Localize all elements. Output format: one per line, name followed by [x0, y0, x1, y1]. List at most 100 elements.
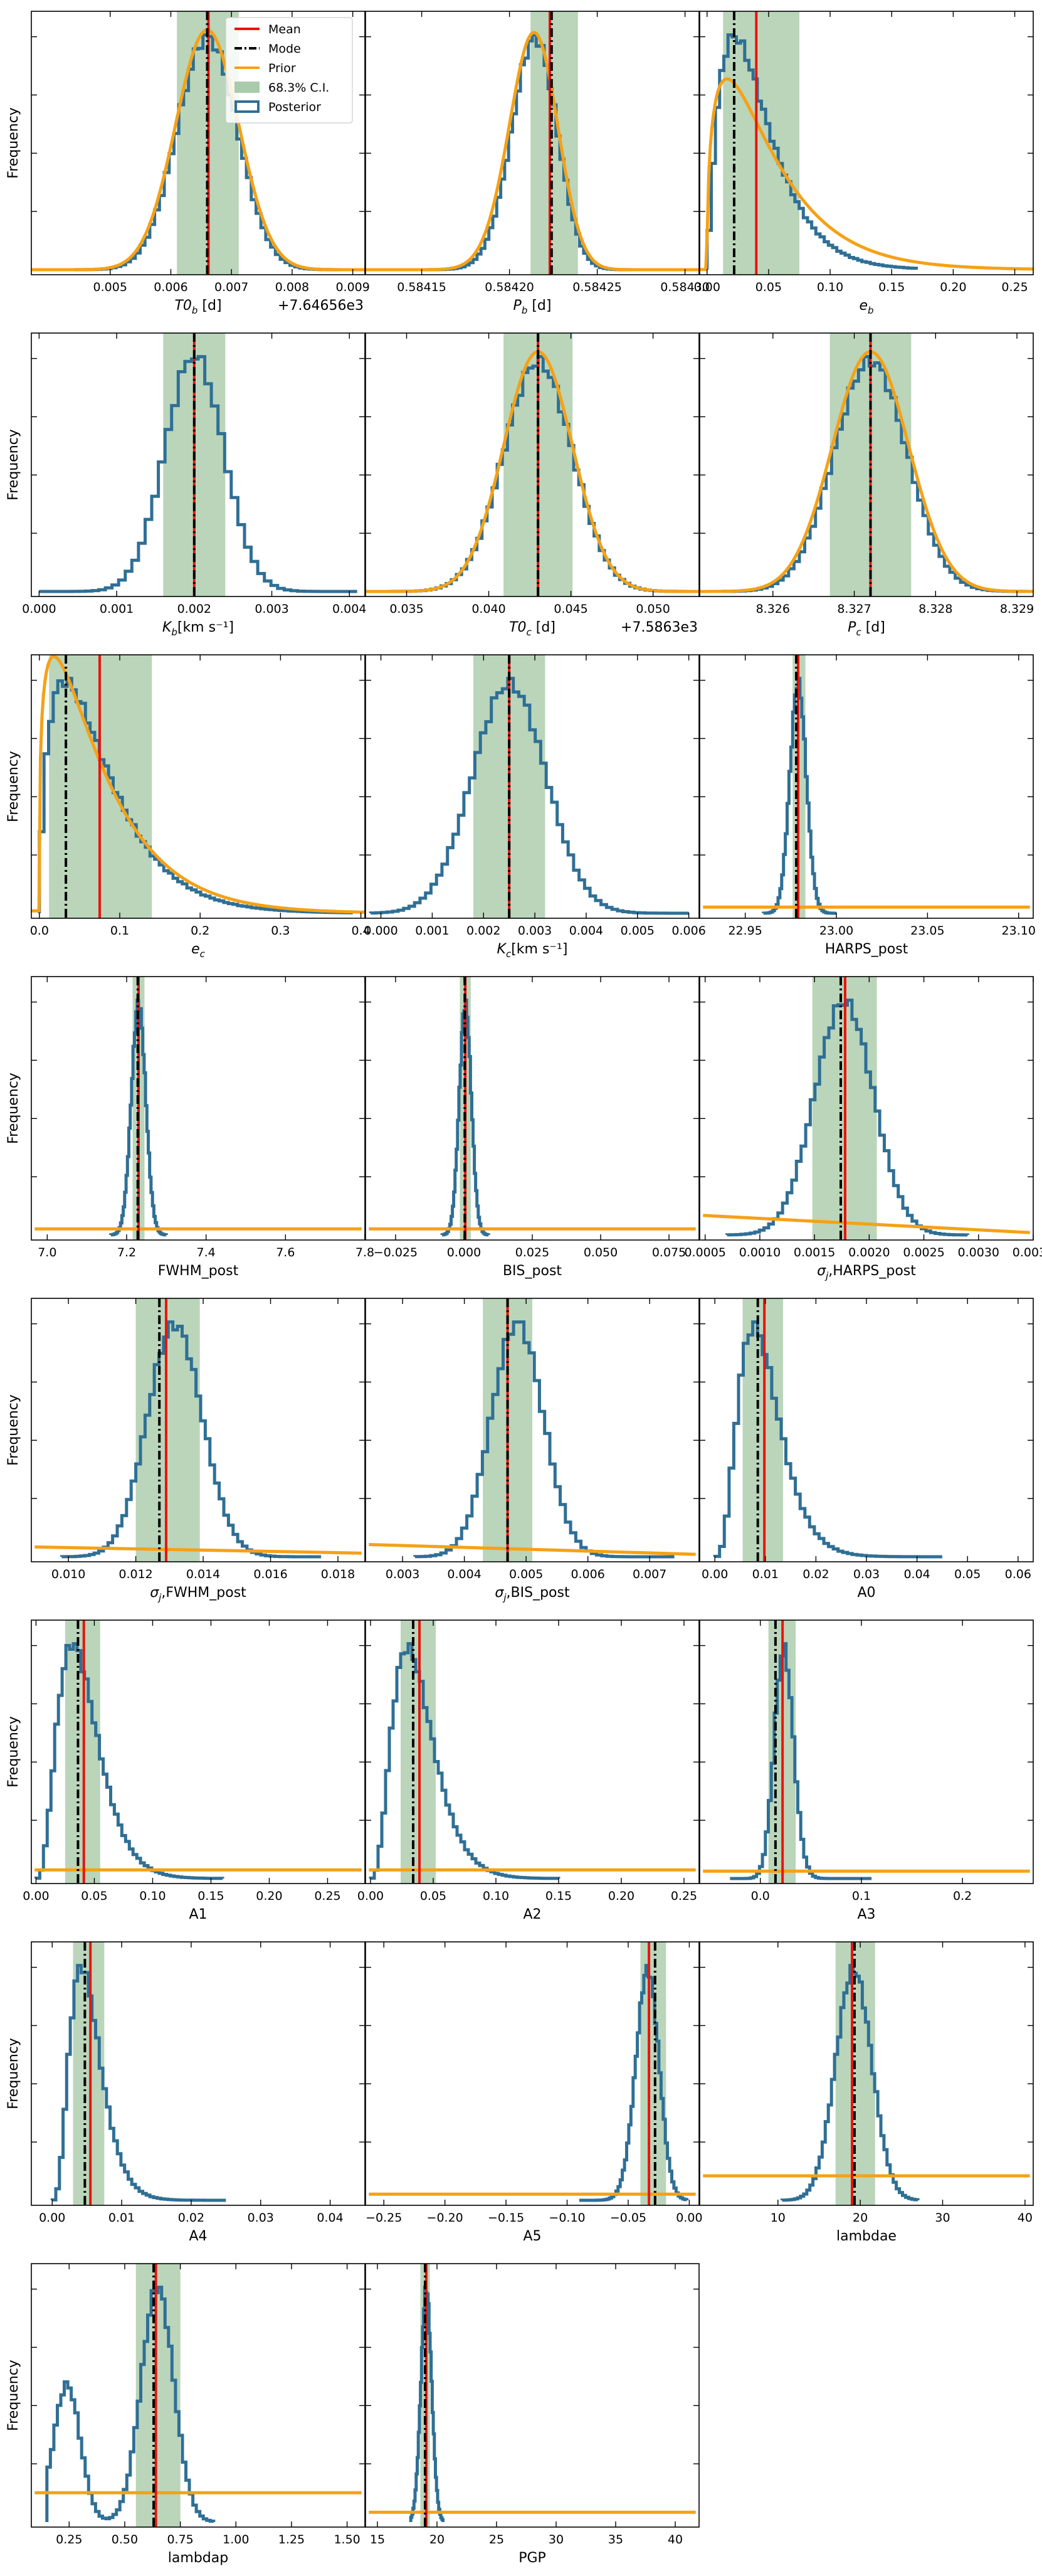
x-label-main: lambdap [168, 2550, 228, 2566]
axes-frame [31, 654, 366, 919]
x-axis-label: σj,HARPS_post [817, 1263, 916, 1281]
prior-curve [366, 350, 699, 593]
panel-A3: 0.0 0.1 0.2 A3 [699, 1619, 1034, 1922]
x-tick-label: 0.004 [332, 602, 366, 616]
x-tick-label: 0.58430 [660, 280, 710, 294]
x-label-main: K [497, 941, 507, 957]
panel-A4: 0.00 0.01 0.02 0.03 0.04 A4 Frequency [6, 1941, 366, 2244]
x-tick-label: 0.006 [671, 924, 705, 938]
y-axis-label: Frequency [6, 751, 21, 822]
axes-frame [365, 11, 700, 275]
posterior-histogram [369, 1642, 560, 1880]
axes-frame [699, 1941, 1034, 2206]
x-tick-label: 0.003 [386, 1567, 419, 1581]
posterior-histogram [705, 33, 918, 270]
x-tick-label: 0.2 [953, 1889, 972, 1903]
x-tick-label: 0.009 [335, 280, 369, 294]
x-label-main: T0 [174, 298, 191, 314]
x-label-suffix: ,FWHM_post [161, 1585, 246, 1601]
x-tick-label: 10 [771, 2211, 786, 2225]
x-axis-label: T0c [d] [509, 620, 555, 638]
x-tick-label: 0.0 [751, 1889, 770, 1903]
panel-lambdae: 10 20 30 40 lambdae [699, 1941, 1034, 2244]
prior-curve [700, 350, 1033, 593]
x-tick-label: 0.050 [584, 1246, 618, 1259]
panel-sigma_HARPS_post: 0.0005 0.0010 0.0015 0.0020 0.0025 0.0030 0.00… [684, 976, 1042, 1281]
y-axis-label: Frequency [6, 429, 21, 501]
x-tick-label: 7.8 [355, 1246, 374, 1259]
x-axis-label: Pc [d] [848, 620, 885, 638]
x-label-sub: b [868, 305, 874, 316]
x-tick-label: 0.006 [571, 1567, 604, 1581]
x-label-main: P [848, 620, 856, 635]
x-label-main: A1 [189, 1907, 207, 1922]
ci-band [530, 11, 578, 275]
x-tick-label: 0.010 [51, 1567, 85, 1581]
x-tick-label: 0.58425 [572, 280, 622, 294]
x-tick-label: 23.00 [819, 924, 853, 938]
axes-frame [365, 1941, 700, 2206]
axes-frame [31, 1619, 366, 1884]
x-tick-label: 0.05 [420, 1889, 446, 1903]
x-tick-label: 0.02 [178, 2211, 204, 2225]
x-label-main: A4 [189, 2229, 207, 2244]
panel-sigma_BIS_post: 0.003 0.004 0.005 0.006 0.007 σj,BIS_post [365, 1298, 700, 1603]
x-label-suffix: ,HARPS_post [828, 1263, 916, 1279]
ci-band [135, 2264, 181, 2527]
x-tick-label: 0.02 [803, 1567, 829, 1581]
x-tick-label: 0.2 [191, 924, 209, 938]
axes-frame [31, 2263, 366, 2528]
x-tick-label: 0.1 [110, 924, 129, 938]
posterior-histogram [579, 1964, 688, 2202]
x-axis-label: FWHM_post [158, 1263, 239, 1279]
posterior-histogram [722, 355, 1027, 593]
x-tick-label: 0.014 [186, 1567, 220, 1581]
posterior-histogram [413, 1320, 675, 1559]
x-axis-label: A4 [189, 2229, 207, 2244]
axes-frame [31, 1941, 366, 2206]
x-tick-label: 0.15 [197, 1889, 224, 1903]
posterior-histogram [39, 355, 357, 593]
x-label-main: A5 [523, 2229, 541, 2244]
x-label-main: HARPS_post [825, 941, 908, 957]
prior-curve [703, 1214, 1030, 1234]
x-tick-label: −0.20 [427, 2211, 463, 2225]
x-tick-label: 7.6 [276, 1246, 295, 1259]
x-tick-label: 0.035 [389, 602, 423, 616]
panel-BIS_post: −0.025 0.000 0.025 0.050 0.075 BIS_post [365, 976, 700, 1279]
x-label-main: FWHM_post [158, 1263, 239, 1279]
x-tick-label: 0.001 [100, 602, 134, 616]
axes-frame [31, 976, 366, 1241]
x-label-sub: j [824, 1270, 829, 1281]
x-tick-label: 25 [489, 2533, 504, 2547]
x-tick-label: 0.0035 [1013, 1246, 1042, 1259]
axes-frame [699, 332, 1034, 597]
x-label-suffix: [km s⁻¹] [177, 620, 234, 635]
x-tick-label: 0.05 [755, 280, 782, 294]
legend-swatch-3 [234, 82, 260, 93]
x-tick-label: 0.000 [22, 602, 56, 616]
x-tick-label: 0.007 [214, 280, 248, 294]
x-label-suffix: [d] [527, 298, 551, 314]
posterior-histogram [38, 677, 355, 914]
x-label-suffix: ,BIS_post [507, 1585, 570, 1601]
x-label-main: σ [495, 1585, 504, 1601]
x-tick-label: 22.95 [728, 924, 762, 938]
x-tick-label: 0.040 [471, 602, 505, 616]
y-axis-label: Frequency [6, 1073, 21, 1144]
legend-label-3: 68.3% C.I. [268, 81, 329, 95]
x-tick-label: 23.05 [910, 924, 944, 938]
x-tick-label: 0.050 [636, 602, 670, 616]
x-tick-label: 0.03 [248, 2211, 274, 2225]
x-tick-label: 0.012 [118, 1567, 152, 1581]
x-label-suffix: [d] [197, 298, 221, 314]
prior-curve [34, 1545, 362, 1555]
x-axis-label: Kb[km s⁻¹] [162, 620, 234, 638]
x-label-main: T0 [509, 620, 526, 635]
y-axis-label: Frequency [6, 1394, 21, 1466]
x-tick-label: 0.00 [39, 2211, 65, 2225]
x-tick-label: 0.005 [621, 924, 655, 938]
x-tick-label: 0.0030 [958, 1246, 999, 1259]
x-tick-label: 0.15 [545, 1889, 572, 1903]
